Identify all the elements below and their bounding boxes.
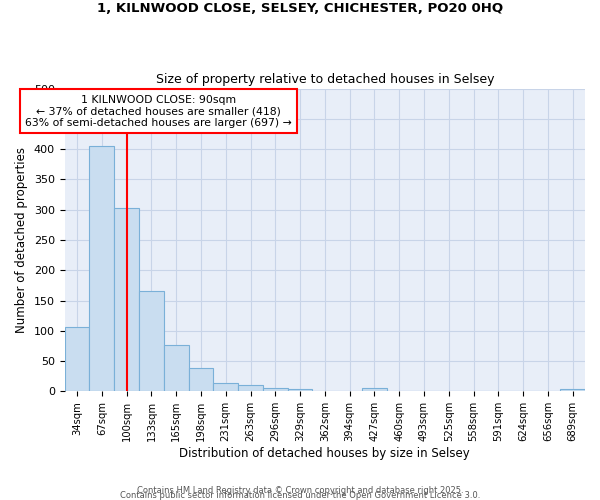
Bar [238,386,263,392]
Bar [114,208,139,392]
Y-axis label: Number of detached properties: Number of detached properties [15,147,28,333]
Bar [188,368,214,392]
Text: Contains public sector information licensed under the Open Government Licence 3.: Contains public sector information licen… [120,491,480,500]
Bar [65,326,89,392]
X-axis label: Distribution of detached houses by size in Selsey: Distribution of detached houses by size … [179,447,470,460]
Bar [263,388,287,392]
Text: 1, KILNWOOD CLOSE, SELSEY, CHICHESTER, PO20 0HQ: 1, KILNWOOD CLOSE, SELSEY, CHICHESTER, P… [97,2,503,16]
Title: Size of property relative to detached houses in Selsey: Size of property relative to detached ho… [155,73,494,86]
Bar [89,146,114,392]
Bar [139,292,164,392]
Bar [362,388,387,392]
Bar [164,346,188,392]
Bar [214,384,238,392]
Text: 1 KILNWOOD CLOSE: 90sqm
← 37% of detached houses are smaller (418)
63% of semi-d: 1 KILNWOOD CLOSE: 90sqm ← 37% of detache… [25,94,292,128]
Bar [560,389,585,392]
Bar [287,389,313,392]
Text: Contains HM Land Registry data © Crown copyright and database right 2025.: Contains HM Land Registry data © Crown c… [137,486,463,495]
